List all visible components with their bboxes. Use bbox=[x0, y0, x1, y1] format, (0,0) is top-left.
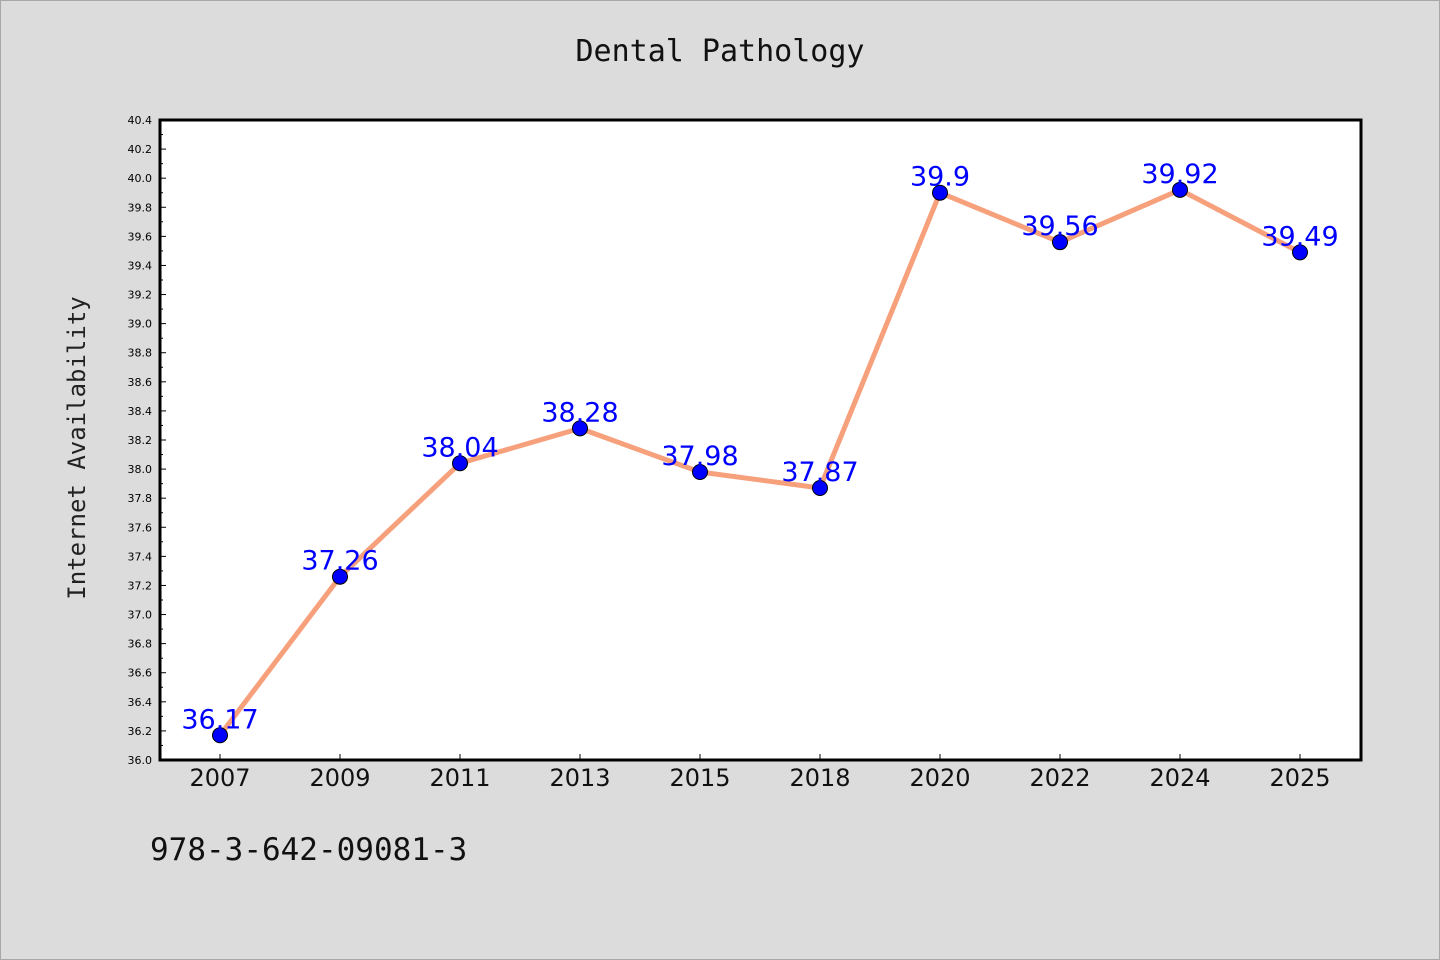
data-label: 39.92 bbox=[1141, 159, 1218, 190]
plot-area bbox=[158, 118, 1363, 762]
data-point bbox=[692, 464, 708, 480]
x-tick-label: 2013 bbox=[549, 764, 610, 792]
y-tick-label: 36.0 bbox=[128, 754, 153, 767]
y-tick-label: 37.6 bbox=[128, 521, 153, 534]
y-tick-label: 37.4 bbox=[128, 550, 153, 563]
data-point bbox=[1172, 181, 1188, 198]
series-group: 36.17 37.26 38.04 38.28 37.98 37.87 39.9 39.56 3… bbox=[181, 159, 1339, 744]
data-label: 39.9 bbox=[910, 162, 970, 193]
y-tick-label: 38.6 bbox=[128, 376, 153, 389]
x-tick-label: 2024 bbox=[1149, 764, 1210, 792]
y-tick-label: 39.0 bbox=[128, 318, 153, 331]
y-tick-label: 39.2 bbox=[128, 289, 153, 302]
y-tick-label: 36.8 bbox=[128, 638, 153, 651]
data-label: 39.49 bbox=[1261, 221, 1338, 252]
x-tick-label: 2007 bbox=[189, 764, 250, 792]
y-tick-label: 38.2 bbox=[128, 434, 153, 447]
y-tick-label: 36.4 bbox=[128, 696, 153, 709]
y-tick-label: 39.8 bbox=[128, 201, 153, 214]
data-point bbox=[572, 420, 588, 437]
x-tick-label: 2020 bbox=[909, 764, 970, 792]
chart-title: Dental Pathology bbox=[575, 34, 865, 69]
y-tick-label: 37.2 bbox=[128, 579, 153, 592]
y-tick-label: 38.8 bbox=[128, 347, 153, 360]
y-tick-label: 37.0 bbox=[128, 609, 153, 622]
data-point bbox=[812, 480, 828, 496]
data-point bbox=[332, 568, 348, 585]
data-label: 38.04 bbox=[421, 432, 498, 463]
y-tick-label: 36.2 bbox=[128, 725, 153, 738]
data-point bbox=[212, 727, 228, 744]
data-point bbox=[932, 184, 948, 201]
y-axis: 36.0 36.2 36.4 36.6 36.8 37.0 37.2 37.4 37.6 37.8… bbox=[128, 114, 166, 767]
x-tick-label: 2015 bbox=[669, 764, 730, 792]
x-tick-label: 2018 bbox=[789, 764, 850, 792]
y-tick-label: 39.4 bbox=[128, 259, 153, 272]
x-tick-label: 2009 bbox=[309, 764, 370, 792]
data-point bbox=[1052, 234, 1068, 251]
data-label: 37.98 bbox=[661, 441, 738, 472]
y-axis-label: Internet Availability bbox=[63, 296, 91, 599]
y-tick-label: 39.6 bbox=[128, 230, 153, 243]
data-label: 37.87 bbox=[781, 457, 858, 488]
y-tick-label: 40.4 bbox=[128, 114, 153, 127]
series-line bbox=[218, 187, 1302, 737]
y-tick-label: 38.4 bbox=[128, 405, 153, 418]
data-label: 39.56 bbox=[1021, 211, 1098, 242]
data-point bbox=[1292, 244, 1308, 261]
y-tick-label: 40.0 bbox=[128, 172, 153, 185]
x-tick-label: 2025 bbox=[1269, 764, 1330, 792]
x-tick-label: 2022 bbox=[1029, 764, 1090, 792]
footer-code: 978-3-642-09081-3 bbox=[150, 832, 468, 868]
data-point bbox=[452, 455, 468, 472]
y-tick-label: 38.0 bbox=[128, 463, 153, 476]
data-label: 37.26 bbox=[301, 546, 378, 577]
data-label: 38.28 bbox=[541, 397, 618, 428]
y-tick-label: 37.8 bbox=[128, 492, 153, 505]
y-tick-label: 36.6 bbox=[128, 667, 153, 680]
x-axis: 2007 2009 2011 2013 2015 2018 2020 2022 2024 2025 bbox=[189, 754, 1331, 792]
x-tick-label: 2011 bbox=[429, 764, 490, 792]
y-tick-label: 40.2 bbox=[128, 143, 153, 156]
data-label: 36.17 bbox=[181, 704, 258, 735]
